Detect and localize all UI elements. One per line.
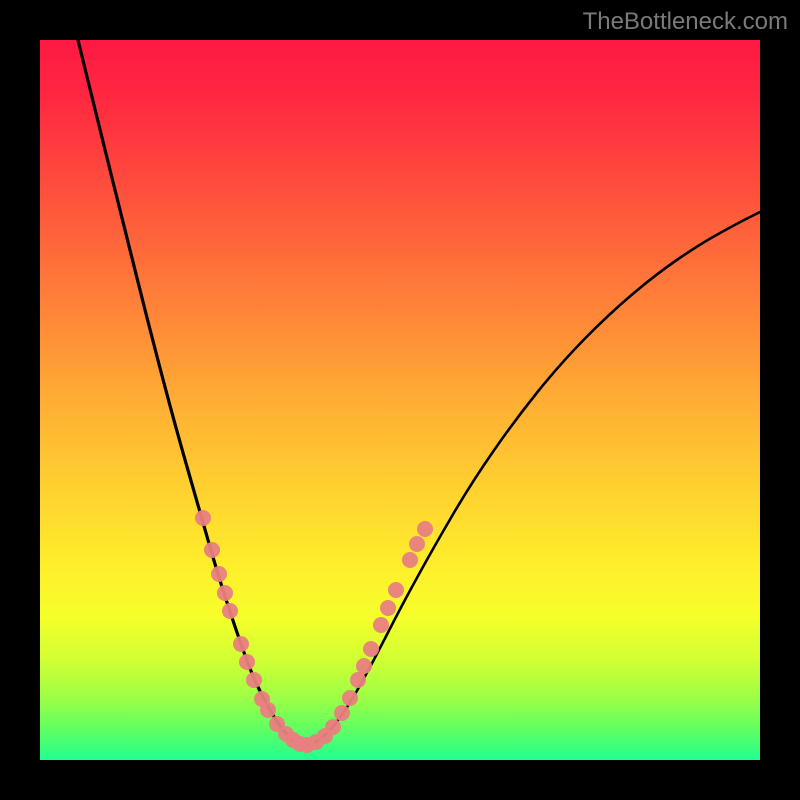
marker-dot	[373, 617, 389, 633]
marker-dot	[246, 672, 262, 688]
marker-dot	[195, 510, 211, 526]
marker-dot	[380, 600, 396, 616]
left-curve	[78, 40, 304, 746]
marker-dot	[363, 641, 379, 657]
marker-dot	[334, 705, 350, 721]
marker-group	[195, 510, 433, 753]
right-curve	[304, 212, 760, 746]
plot-area	[40, 40, 760, 760]
curves-layer	[40, 40, 760, 760]
marker-dot	[388, 582, 404, 598]
marker-dot	[260, 702, 276, 718]
marker-dot	[342, 690, 358, 706]
marker-dot	[325, 719, 341, 735]
marker-dot	[356, 658, 372, 674]
marker-dot	[350, 672, 366, 688]
watermark-text: TheBottleneck.com	[583, 8, 788, 36]
marker-dot	[402, 552, 418, 568]
marker-dot	[217, 585, 233, 601]
marker-dot	[233, 636, 249, 652]
marker-dot	[211, 566, 227, 582]
marker-dot	[239, 654, 255, 670]
marker-dot	[204, 542, 220, 558]
marker-dot	[222, 603, 238, 619]
marker-dot	[417, 521, 433, 537]
chart-root: TheBottleneck.com	[0, 0, 800, 800]
marker-dot	[409, 536, 425, 552]
